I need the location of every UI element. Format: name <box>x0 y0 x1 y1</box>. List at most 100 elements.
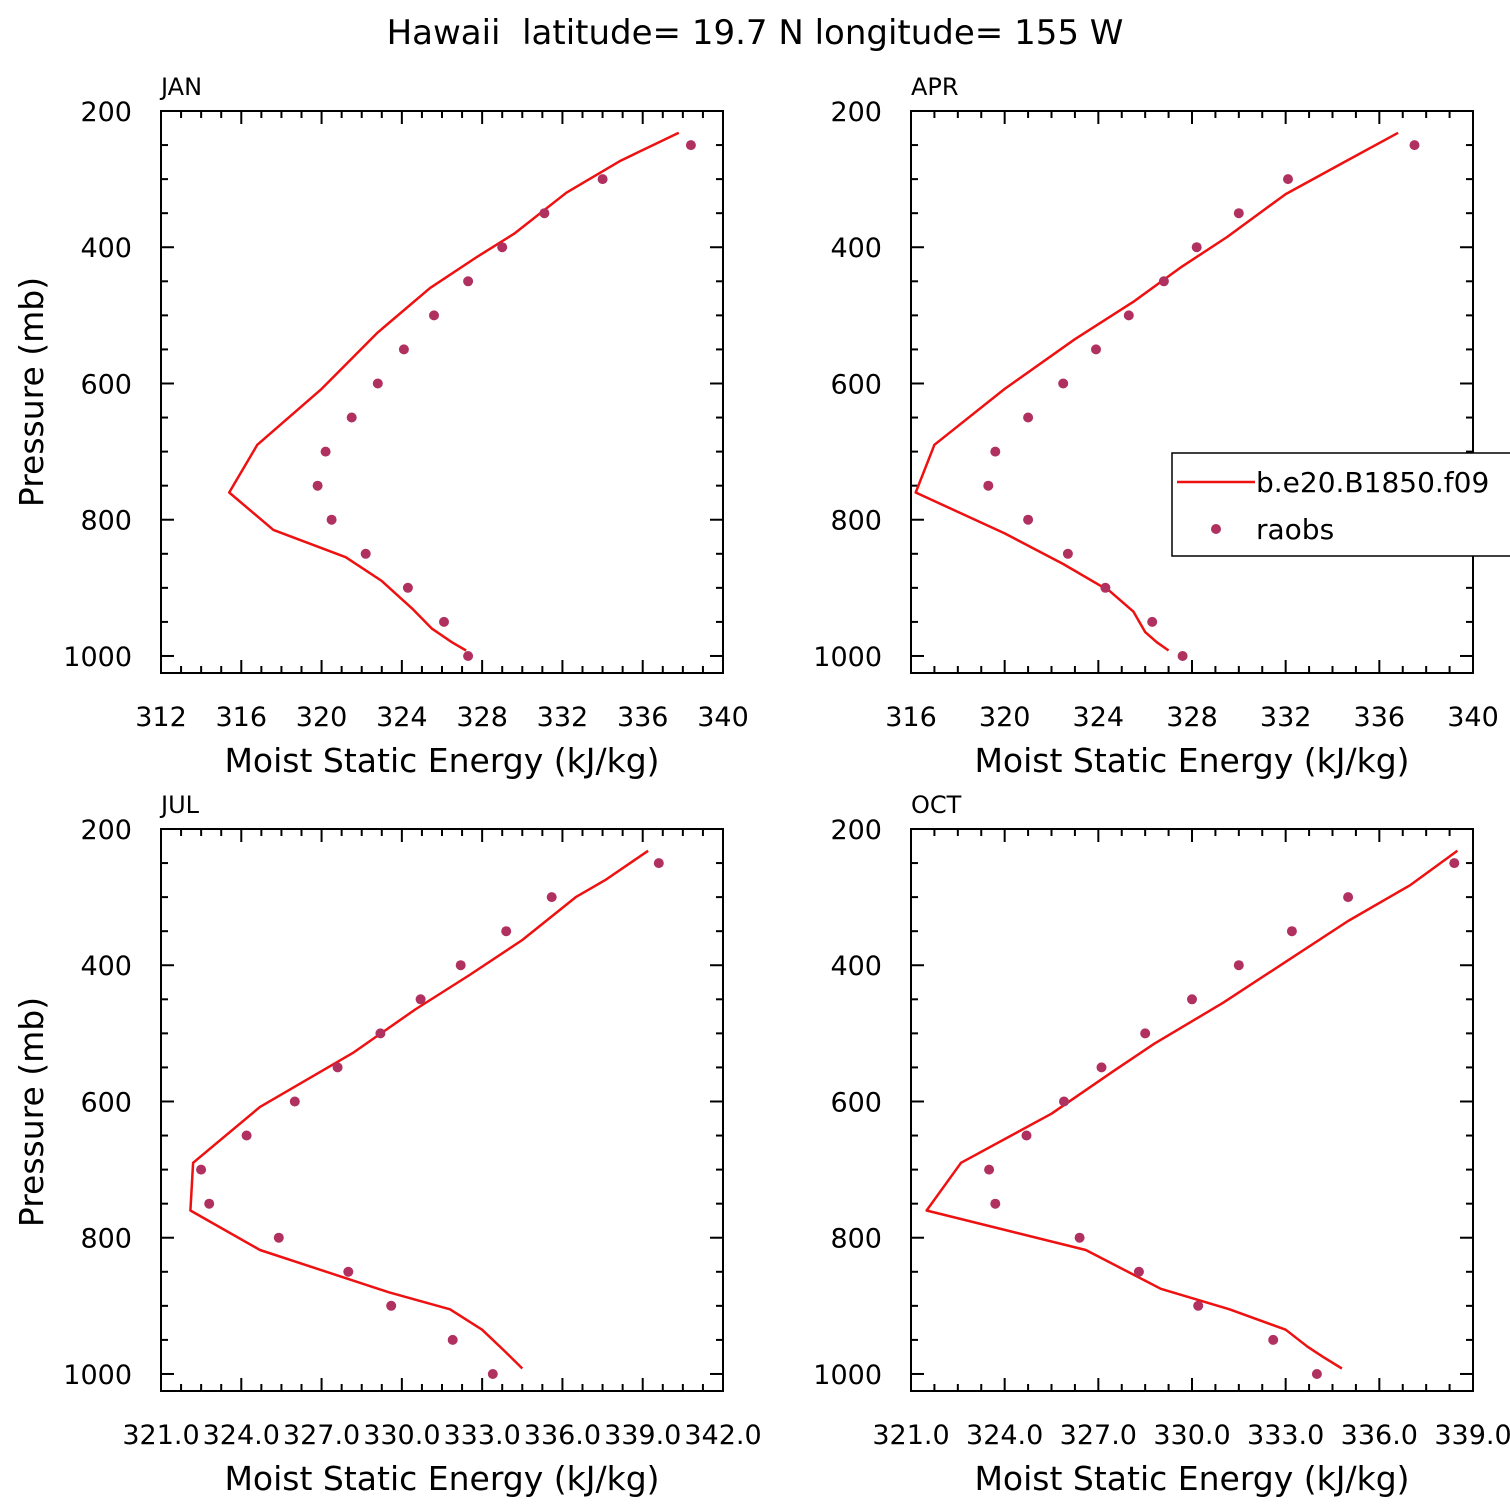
raobs-point <box>463 276 474 287</box>
y-axis-label: Pressure (mb) <box>12 997 51 1227</box>
x-tick-label: 342.0 <box>684 1420 761 1451</box>
raobs-point <box>332 1062 343 1073</box>
raobs-point <box>273 1232 284 1243</box>
raobs-point <box>1096 1062 1107 1073</box>
y-tick-label: 1000 <box>63 642 132 673</box>
x-axis-label: Moist Static Energy (kJ/kg) <box>974 741 1409 780</box>
raobs-point <box>1062 548 1073 559</box>
model-line <box>227 131 680 652</box>
y-tick-label: 400 <box>80 951 132 982</box>
y-tick-label: 600 <box>80 369 132 400</box>
raobs-point <box>402 582 413 593</box>
y-tick-label: 200 <box>80 815 132 846</box>
panel-jul: JUL Moist Static Energy (kJ/kg) Pressure… <box>12 791 762 1498</box>
raobs-point <box>1140 1028 1151 1039</box>
raobs-point <box>429 310 439 321</box>
raobs-point <box>487 1369 498 1379</box>
y-axis-label: Pressure (mb) <box>12 277 51 507</box>
raobs-point <box>204 1198 215 1209</box>
x-tick-label: 336 <box>1354 702 1406 733</box>
x-tick-label: 328 <box>1166 702 1218 733</box>
raobs-point <box>346 412 357 423</box>
x-tick-label: 333.0 <box>443 1420 520 1451</box>
raobs-point <box>360 548 371 559</box>
raobs-point <box>447 1334 458 1345</box>
y-tick-label: 200 <box>830 97 882 128</box>
y-tick-label: 600 <box>80 1087 132 1118</box>
raobs-point <box>463 651 474 661</box>
x-axis-label: Moist Static Energy (kJ/kg) <box>224 1459 659 1498</box>
raobs-point <box>1193 1300 1204 1311</box>
model-line <box>189 849 649 1370</box>
panel-label: APR <box>911 73 959 101</box>
raobs-point <box>685 140 696 151</box>
plot-frame <box>910 110 1474 674</box>
panel-label: JUL <box>159 791 200 819</box>
raobs-point <box>1177 651 1188 661</box>
raobs-point <box>1059 1096 1069 1107</box>
y-tick-label: 800 <box>830 506 882 537</box>
raobs-point <box>1058 378 1069 389</box>
raobs-point <box>1123 310 1134 321</box>
y-tick-label: 600 <box>830 369 882 400</box>
x-tick-label: 339.0 <box>1434 1420 1510 1451</box>
x-tick-label: 327.0 <box>283 1420 360 1451</box>
legend-marker-swatch <box>1211 524 1221 534</box>
raobs-point <box>1343 892 1354 903</box>
panel-label: JAN <box>159 73 202 101</box>
y-tick-label: 1000 <box>63 1360 132 1391</box>
y-tick-label: 800 <box>80 1224 132 1255</box>
raobs-point <box>372 378 383 389</box>
raobs-point <box>1283 174 1293 185</box>
raobs-point <box>1133 1266 1144 1277</box>
y-tick-label: 200 <box>830 815 882 846</box>
raobs-point <box>1233 960 1244 971</box>
y-tick-label: 400 <box>830 233 882 264</box>
panel-oct: OCT Moist Static Energy (kJ/kg) 321.0 324… <box>813 791 1510 1498</box>
raobs-point <box>398 344 409 355</box>
model-line <box>914 131 1399 652</box>
x-tick-label: 332 <box>1260 702 1312 733</box>
panel-jan: JAN Moist Static Energy (kJ/kg) Pressure… <box>12 73 749 780</box>
x-tick-label: 339.0 <box>604 1420 681 1451</box>
raobs-point <box>1286 926 1297 937</box>
raobs-point <box>501 926 512 937</box>
x-tick-label: 336 <box>617 702 669 733</box>
x-tick-label: 324.0 <box>966 1420 1043 1451</box>
x-tick-label: 316 <box>885 702 937 733</box>
raobs-point <box>1023 514 1034 525</box>
x-tick-label: 328 <box>456 702 508 733</box>
y-tick-label: 800 <box>830 1224 882 1255</box>
x-tick-label: 332 <box>537 702 589 733</box>
raobs-point <box>653 858 664 869</box>
y-tick-label: 800 <box>80 506 132 537</box>
x-axis-label: Moist Static Energy (kJ/kg) <box>974 1459 1409 1498</box>
y-tick-label: 400 <box>830 951 882 982</box>
raobs-point <box>1100 582 1111 593</box>
raobs-point <box>312 480 323 491</box>
raobs-point <box>1158 276 1169 287</box>
x-tick-label: 336.0 <box>1341 1420 1418 1451</box>
x-tick-label: 324 <box>1073 702 1125 733</box>
legend-line-label: b.e20.B1850.f09 <box>1256 466 1489 499</box>
x-axis-label: Moist Static Energy (kJ/kg) <box>224 741 659 780</box>
x-tick-label: 330.0 <box>1153 1420 1230 1451</box>
x-tick-label: 330.0 <box>363 1420 440 1451</box>
x-tick-label: 336.0 <box>524 1420 601 1451</box>
x-tick-label: 324.0 <box>203 1420 280 1451</box>
panel-label: OCT <box>911 791 962 819</box>
raobs-point <box>415 994 426 1005</box>
raobs-point <box>1191 242 1202 253</box>
raobs-point <box>1187 994 1197 1005</box>
raobs-point <box>439 616 449 627</box>
raobs-point <box>289 1096 300 1107</box>
x-tick-label: 321.0 <box>122 1420 199 1451</box>
raobs-point <box>343 1266 354 1277</box>
y-tick-label: 600 <box>830 1087 882 1118</box>
raobs-point <box>1409 140 1420 151</box>
raobs-point <box>597 174 608 185</box>
raobs-point <box>196 1164 207 1175</box>
raobs-point <box>990 446 1001 457</box>
x-tick-label: 324 <box>376 702 428 733</box>
